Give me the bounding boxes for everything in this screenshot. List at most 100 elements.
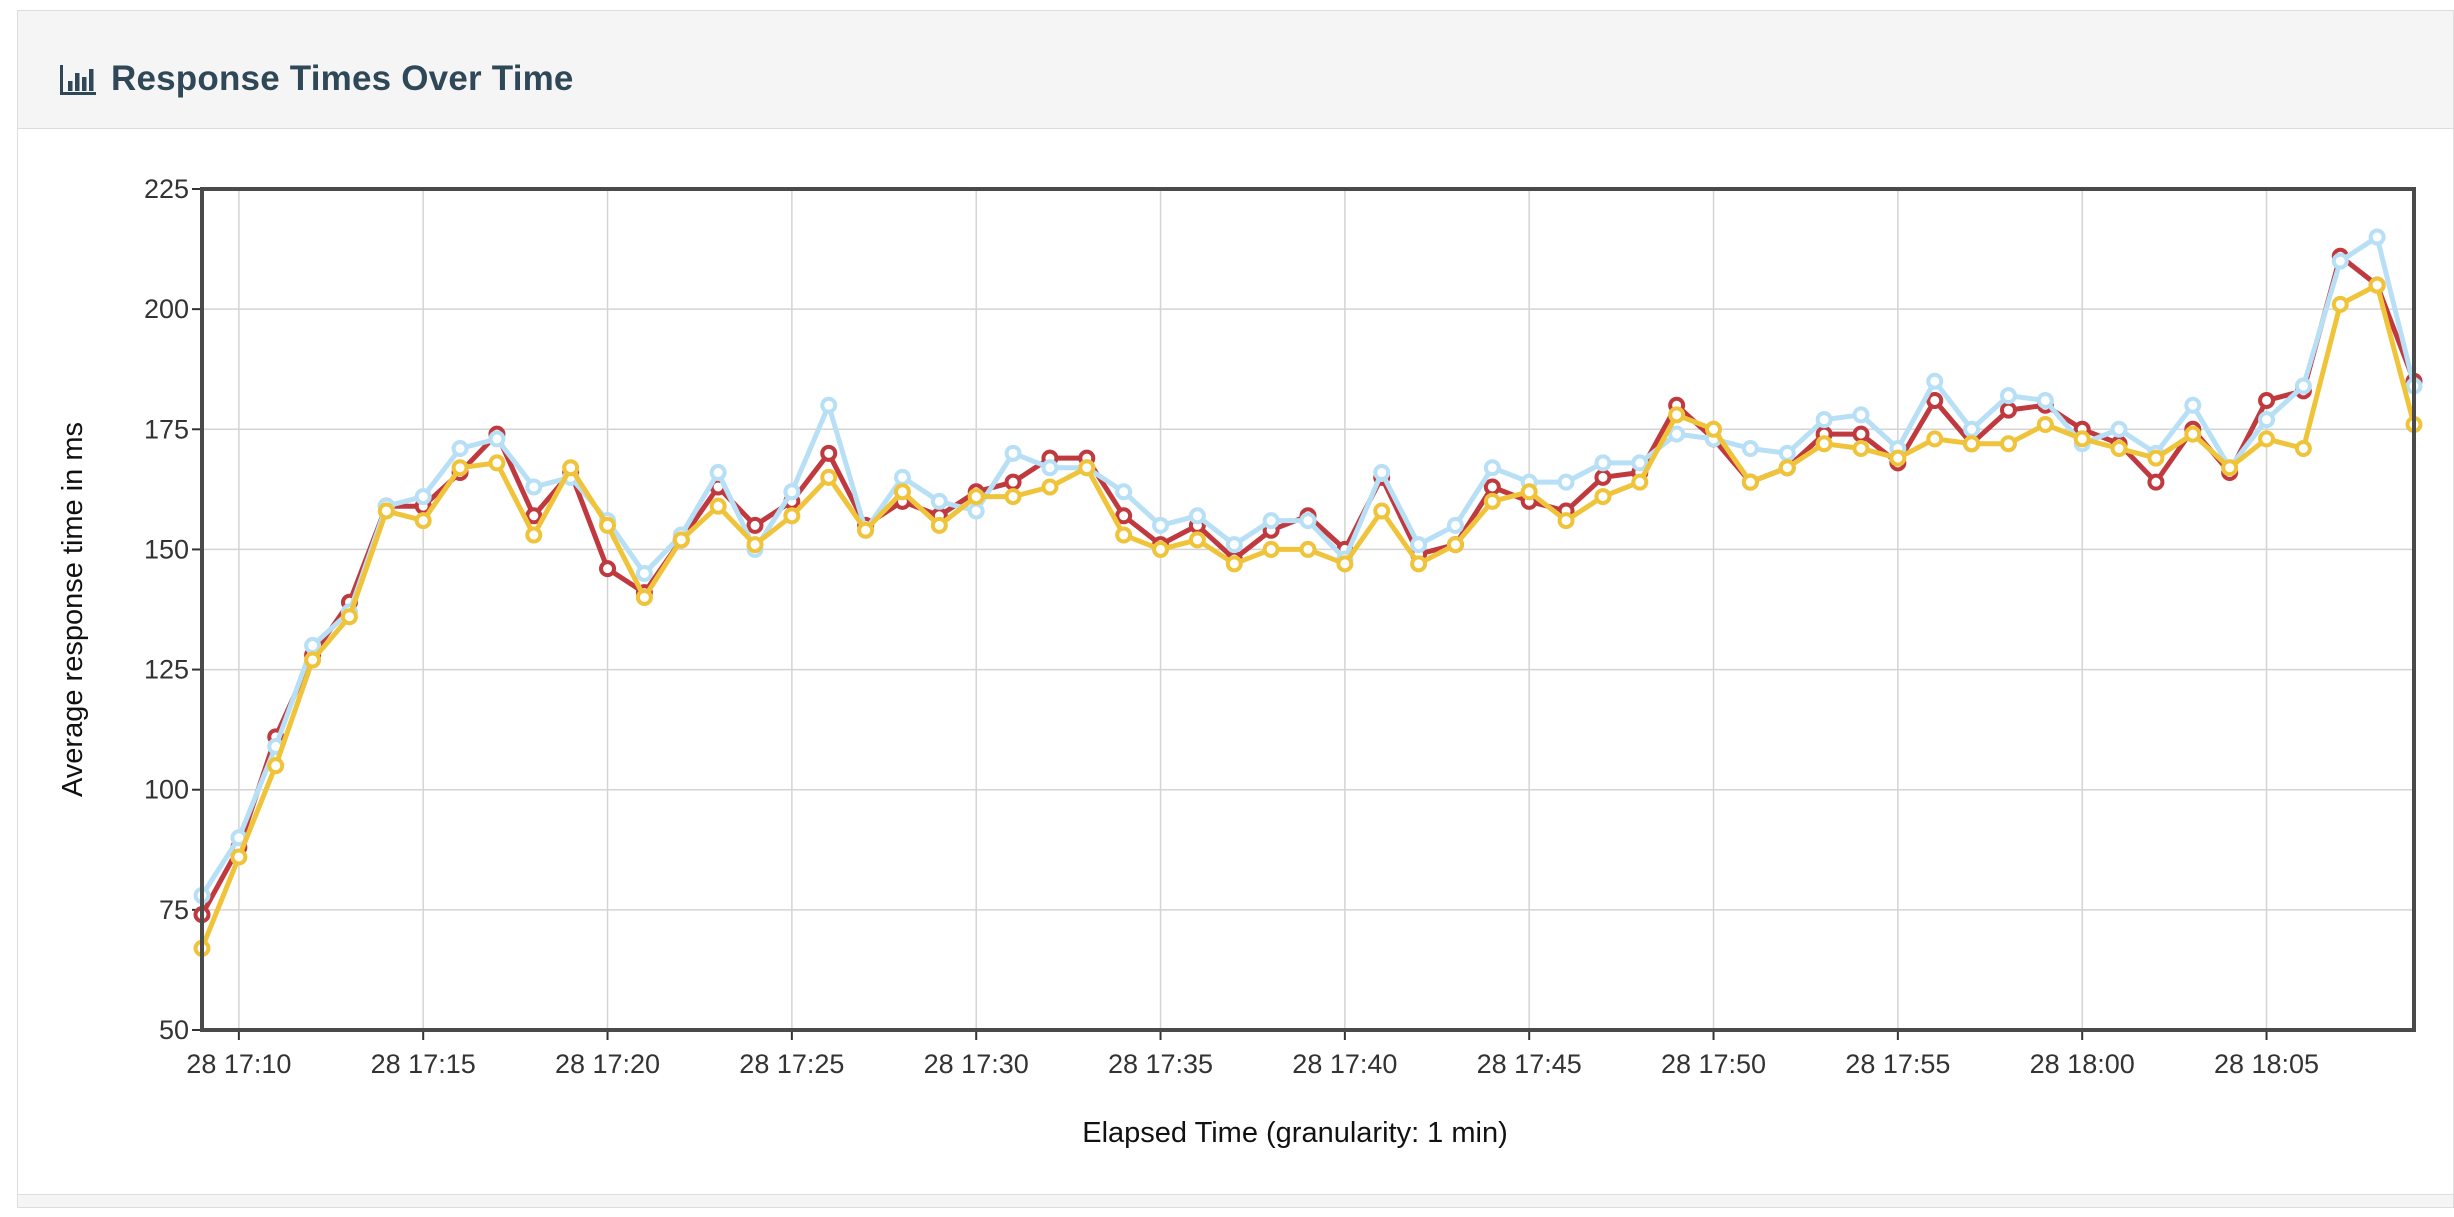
data-point <box>1741 440 1759 458</box>
data-point <box>1299 512 1317 530</box>
data-point <box>1041 478 1059 496</box>
data-point <box>857 521 875 539</box>
bar-chart-icon <box>60 65 96 95</box>
data-point <box>1889 449 1907 467</box>
data-point <box>709 464 727 482</box>
data-point <box>1594 454 1612 472</box>
data-point <box>304 637 322 655</box>
data-point <box>783 483 801 501</box>
data-point <box>1926 372 1944 390</box>
data-point <box>1188 531 1206 549</box>
data-point <box>2036 415 2054 433</box>
data-point <box>1041 459 1059 477</box>
data-point <box>2258 391 2276 409</box>
data-point <box>1594 468 1612 486</box>
data-point <box>1188 507 1206 525</box>
x-tick-label: 28 17:15 <box>371 1049 476 1079</box>
data-point <box>1373 502 1391 520</box>
data-point <box>2147 449 2165 467</box>
data-point <box>635 588 653 606</box>
data-point <box>1115 526 1133 544</box>
panel-heading: Response Times Over Time <box>18 11 2453 129</box>
data-point <box>1926 391 1944 409</box>
data-point <box>230 848 248 866</box>
data-point <box>1705 420 1723 438</box>
data-point <box>930 516 948 534</box>
data-point <box>746 536 764 554</box>
data-point <box>1999 435 2017 453</box>
data-point <box>525 478 543 496</box>
data-point <box>2331 252 2349 270</box>
data-point <box>746 516 764 534</box>
data-point <box>2294 440 2312 458</box>
data-point <box>1557 473 1575 491</box>
panel-footer <box>18 1194 2453 1207</box>
x-tick-label: 28 17:20 <box>555 1049 660 1079</box>
data-point <box>1078 459 1096 477</box>
data-point <box>451 440 469 458</box>
data-point <box>2110 420 2128 438</box>
data-point <box>1115 507 1133 525</box>
data-point <box>1262 512 1280 530</box>
data-point <box>1446 516 1464 534</box>
data-point <box>525 526 543 544</box>
x-tick-label: 28 17:55 <box>1845 1049 1950 1079</box>
y-axis-label: Average response time in ms <box>57 422 89 797</box>
data-point <box>672 531 690 549</box>
data-point <box>1446 536 1464 554</box>
y-tick-label: 50 <box>159 1015 189 1045</box>
data-point <box>967 502 985 520</box>
plot-frame <box>200 187 2416 1032</box>
data-point <box>377 502 395 520</box>
data-point <box>562 459 580 477</box>
y-tick-label: 225 <box>144 174 189 204</box>
data-point <box>930 492 948 510</box>
data-point <box>1631 454 1649 472</box>
data-point <box>2368 228 2386 246</box>
data-point <box>414 488 432 506</box>
x-tick-label: 28 18:00 <box>2030 1049 2135 1079</box>
data-point <box>635 564 653 582</box>
data-point <box>2073 430 2091 448</box>
data-point <box>1152 540 1170 558</box>
data-point <box>967 488 985 506</box>
data-point <box>1815 411 1833 429</box>
data-point <box>2221 459 2239 477</box>
data-point <box>2110 440 2128 458</box>
x-tick-label: 28 17:50 <box>1661 1049 1766 1079</box>
data-point <box>599 560 617 578</box>
data-point <box>783 507 801 525</box>
x-tick-label: 28 18:05 <box>2214 1049 2319 1079</box>
data-point <box>599 516 617 534</box>
data-point <box>1741 473 1759 491</box>
data-point <box>709 497 727 515</box>
data-point <box>1004 473 1022 491</box>
data-point <box>1926 430 1944 448</box>
data-point <box>2147 473 2165 491</box>
data-point <box>820 468 838 486</box>
data-point <box>1999 387 2017 405</box>
data-point <box>1225 536 1243 554</box>
data-point <box>1262 540 1280 558</box>
y-tick-label: 75 <box>159 895 189 925</box>
data-point <box>2258 430 2276 448</box>
data-point <box>893 483 911 501</box>
data-point <box>893 468 911 486</box>
data-point <box>1668 425 1686 443</box>
y-tick-label: 150 <box>144 534 189 564</box>
data-point <box>1852 406 1870 424</box>
data-point <box>1004 444 1022 462</box>
x-tick-label: 28 17:10 <box>186 1049 291 1079</box>
data-point <box>1815 435 1833 453</box>
data-point <box>1410 555 1428 573</box>
data-point <box>1778 444 1796 462</box>
data-point <box>1668 406 1686 424</box>
data-point <box>820 396 838 414</box>
data-point <box>488 430 506 448</box>
data-point <box>525 507 543 525</box>
x-tick-label: 28 17:25 <box>739 1049 844 1079</box>
data-point <box>1852 440 1870 458</box>
y-tick-label: 125 <box>144 655 189 685</box>
data-point <box>1004 488 1022 506</box>
